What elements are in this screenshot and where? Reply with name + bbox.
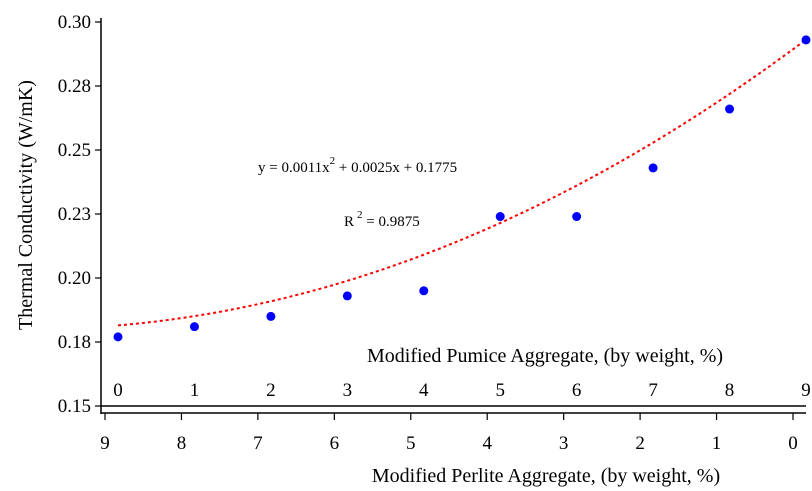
- equation-text-pre: y = 0.0011x: [258, 160, 330, 176]
- bottom-x-tick-label: 4: [482, 433, 492, 454]
- bottom-x-tick-label: 8: [177, 433, 187, 454]
- equation-annotation: y = 0.0011x2 + 0.0025x + 0.1775: [258, 155, 457, 176]
- equation-text-post: + 0.0025x + 0.1775: [335, 160, 457, 176]
- data-point: [801, 35, 811, 45]
- data-point: [495, 212, 505, 222]
- trendline-group: [117, 38, 807, 327]
- r2-text-post: = 0.9875: [363, 214, 420, 230]
- data-point: [342, 291, 352, 301]
- bottom-x-tick-label: 2: [635, 433, 645, 454]
- top-x-tick-label: 3: [343, 380, 353, 401]
- y-tick-label: 0.15: [58, 396, 91, 417]
- top-x-tick-label: 0: [113, 380, 123, 401]
- y-tick-label: 0.28: [58, 76, 91, 97]
- bottom-x-tick-label: 6: [330, 433, 340, 454]
- r2-text-pre: R: [344, 214, 354, 230]
- top-x-tick-label: 5: [495, 380, 505, 401]
- axes: 0.15 0.18 0.20 0.23 0.25 0.28 0.30 0 1 2 3 4 5 6 7 8 9 9 8…: [58, 12, 811, 454]
- data-point: [419, 286, 429, 296]
- top-x-tick-label: 8: [725, 380, 735, 401]
- top-x-tick-label: 4: [419, 380, 429, 401]
- bottom-x-tick-label: 5: [406, 433, 416, 454]
- bottom-x-tick-label: 1: [712, 433, 722, 454]
- data-point: [266, 311, 276, 321]
- y-tick-label: 0.25: [58, 140, 91, 161]
- y-tick-label: 0.20: [58, 268, 91, 289]
- top-x-tick-label: 1: [190, 380, 200, 401]
- top-x-tick-label: 2: [266, 380, 276, 401]
- y-tick-label: 0.30: [58, 12, 91, 33]
- top-x-tick-label: 9: [801, 380, 811, 401]
- top-x-tick-label: 6: [572, 380, 582, 401]
- bottom-x-tick-label: 7: [253, 433, 263, 454]
- data-point: [189, 322, 199, 332]
- top-axis-title: Modified Pumice Aggregate, (by weight, %…: [367, 345, 723, 367]
- bottom-x-tick-label: 3: [559, 433, 569, 454]
- bottom-x-tick-label: 9: [100, 433, 110, 454]
- equation-exponent: 2: [330, 155, 336, 167]
- y-axis-title: Thermal Conductivity (W/mK): [15, 80, 37, 330]
- bottom-axis-title: Modified Perlite Aggregate, (by weight, …: [372, 465, 720, 487]
- y-tick-label: 0.23: [58, 204, 91, 225]
- data-point: [648, 163, 658, 173]
- r2-exponent: 2: [357, 209, 363, 221]
- trendline: [117, 38, 807, 327]
- data-point: [725, 104, 735, 114]
- y-tick-label: 0.18: [58, 332, 91, 353]
- bottom-x-tick-label: 0: [788, 433, 798, 454]
- data-point: [113, 332, 123, 342]
- data-point: [572, 212, 582, 222]
- top-x-tick-label: 7: [648, 380, 658, 401]
- data-points: [113, 35, 811, 342]
